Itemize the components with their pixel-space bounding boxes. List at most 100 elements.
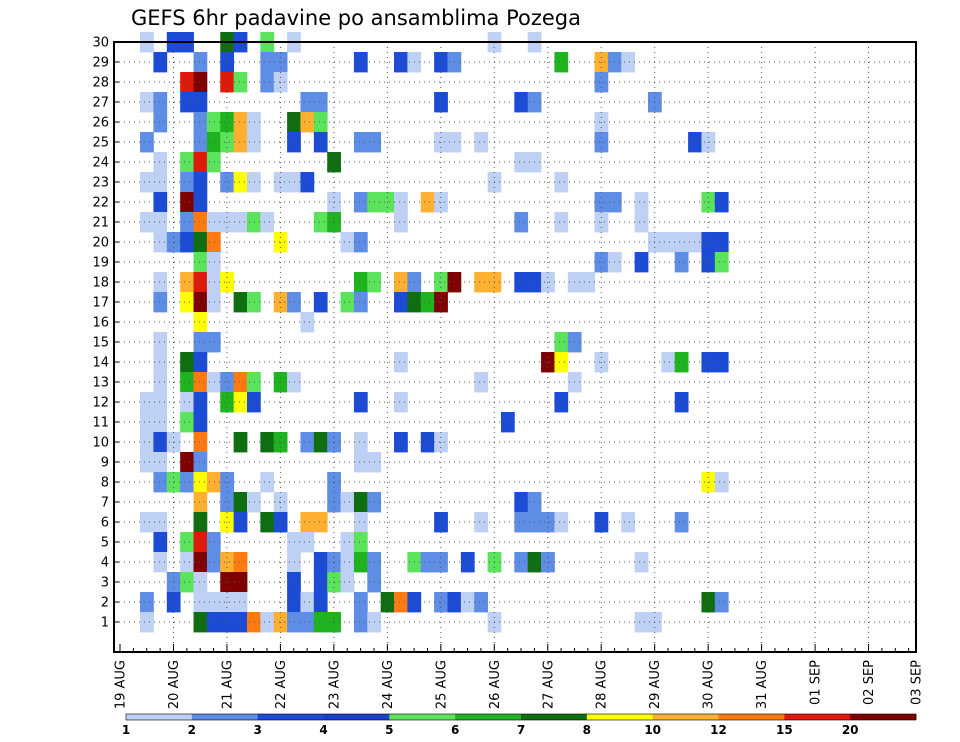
- x-tick-label: 29 AUG: [648, 660, 663, 709]
- precip-cell: [193, 592, 208, 613]
- precip-cell: [300, 512, 315, 533]
- x-tick-label: 25 AUG: [434, 660, 449, 709]
- precip-cell: [674, 392, 689, 413]
- precip-cell: [206, 152, 221, 173]
- precip-cell: [313, 512, 328, 533]
- precip-cell: [420, 432, 435, 453]
- precip-cell: [180, 232, 194, 253]
- precip-cell: [394, 432, 408, 453]
- precip-cell: [153, 372, 168, 393]
- colorbar-label: 12: [710, 723, 727, 737]
- precip-cell: [353, 452, 368, 473]
- precip-cell: [634, 252, 649, 273]
- precip-cell: [554, 212, 569, 233]
- precip-cell: [233, 592, 248, 613]
- precip-cell: [206, 332, 221, 353]
- precip-cell: [193, 252, 208, 273]
- precip-cell: [353, 532, 368, 553]
- precip-cell: [233, 132, 248, 153]
- precip-cell: [206, 132, 221, 153]
- precip-cell: [233, 492, 248, 513]
- precip-cell: [394, 592, 408, 613]
- precip-cell: [153, 112, 168, 133]
- precip-cell: [153, 532, 168, 553]
- y-tick-label: 4: [101, 556, 109, 571]
- colorbar-swatch: [323, 714, 390, 720]
- precip-cell: [300, 432, 315, 453]
- precip-cell: [206, 292, 221, 313]
- precip-cell: [554, 392, 569, 413]
- colorbar: 1 2 3 4 5 6 7 8 10 12 15 20: [122, 713, 917, 737]
- precip-cell: [714, 232, 729, 253]
- y-tick-label: 20: [92, 236, 109, 251]
- precip-cell: [714, 352, 729, 373]
- precip-cell: [247, 132, 261, 153]
- precip-cell: [206, 612, 221, 633]
- precip-cell: [460, 592, 475, 613]
- precip-cell: [247, 492, 261, 513]
- precip-cell: [180, 372, 194, 393]
- precip-cell: [514, 512, 529, 533]
- x-tick-label: 22 AUG: [274, 660, 289, 709]
- y-tick-label: 11: [92, 416, 109, 431]
- precip-cell: [514, 552, 529, 573]
- precip-cell: [193, 512, 208, 533]
- precip-cell: [206, 272, 221, 293]
- precip-cell: [353, 132, 368, 153]
- precip-cell: [247, 392, 261, 413]
- precip-cell: [193, 312, 208, 333]
- precip-cell: [353, 512, 368, 533]
- precip-cell: [233, 512, 248, 533]
- precip-cell: [180, 272, 194, 293]
- precip-cell: [193, 612, 208, 633]
- precip-cell: [206, 212, 221, 233]
- y-tick-label: 6: [101, 516, 109, 531]
- precip-cell: [394, 52, 408, 73]
- y-tick-label: 3: [101, 576, 109, 591]
- precip-cell: [313, 132, 328, 153]
- precip-cell: [233, 612, 248, 633]
- precip-cell: [714, 192, 729, 213]
- precip-cell: [340, 552, 355, 573]
- precip-cell: [287, 572, 301, 593]
- precip-cell: [206, 252, 221, 273]
- y-tick-label: 26: [92, 116, 109, 131]
- precip-cell: [193, 452, 208, 473]
- precip-cell: [140, 392, 154, 413]
- precip-cell: [287, 172, 301, 193]
- precip-cell: [153, 332, 168, 353]
- precip-cell: [153, 472, 168, 493]
- precip-cell: [233, 572, 248, 593]
- precip-cell: [287, 612, 301, 633]
- grid-lines: [114, 41, 916, 652]
- precip-cell: [180, 392, 194, 413]
- precip-cell: [474, 372, 488, 393]
- precip-cell: [500, 412, 515, 433]
- precip-cell: [313, 212, 328, 233]
- precip-cell: [180, 572, 194, 593]
- precip-cell: [193, 372, 208, 393]
- precip-cell: [661, 352, 676, 373]
- y-tick-label: 21: [92, 216, 109, 231]
- precip-cell: [634, 612, 649, 633]
- colorbar-label: 20: [842, 723, 859, 737]
- y-tick-label: 29: [92, 56, 109, 71]
- y-tick-label: 23: [92, 176, 109, 191]
- colorbar-frame: [125, 713, 917, 721]
- colorbar-swatch: [718, 714, 785, 720]
- precip-cell: [340, 572, 355, 593]
- precip-cell: [193, 332, 208, 353]
- y-tick-label: 2: [101, 596, 109, 611]
- x-tick-label: 01 SEP: [809, 660, 824, 705]
- colorbar-swatch: [455, 714, 522, 720]
- precip-cell: [193, 232, 208, 253]
- precip-cell: [353, 272, 368, 293]
- precip-cell: [153, 92, 168, 113]
- precip-cell: [634, 192, 649, 213]
- y-tick-label: 28: [92, 76, 109, 91]
- precip-cell: [153, 512, 168, 533]
- precip-cell: [514, 492, 529, 513]
- colorbar-label: 2: [188, 723, 196, 737]
- precip-cell: [714, 472, 729, 493]
- x-tick-label: 19 AUG: [114, 660, 129, 709]
